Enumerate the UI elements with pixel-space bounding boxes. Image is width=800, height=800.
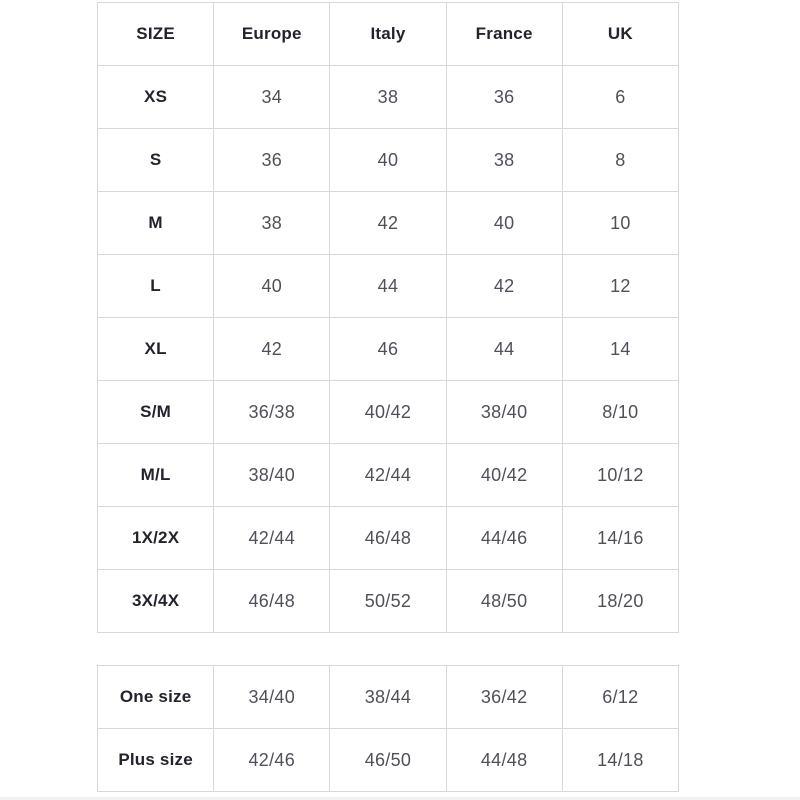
cell-europe: 46/48 [213,569,331,633]
cell-france: 38/40 [445,380,563,444]
cell-uk: 12 [561,254,680,318]
table-row: XS 34 38 36 6 [96,65,680,129]
cell-italy: 42/44 [329,443,447,507]
cell-france: 36/42 [445,665,563,729]
size-label: One size [96,665,215,729]
cell-uk: 6 [561,65,680,129]
table-row: S/M 36/38 40/42 38/40 8/10 [96,380,680,444]
table-row: M/L 38/40 42/44 40/42 10/12 [96,443,680,507]
size-label: S/M [96,380,215,444]
size-label: M/L [96,443,215,507]
size-label: XL [96,317,215,381]
column-header-europe: Europe [213,2,331,66]
cell-italy: 46/50 [329,728,447,792]
size-label: Plus size [96,728,215,792]
column-header-france: France [445,2,563,66]
size-label: 1X/2X [96,506,215,570]
cell-france: 44/48 [445,728,563,792]
column-header-uk: UK [561,2,680,66]
table-row: XL 42 46 44 14 [96,317,680,381]
cell-france: 40 [445,191,563,255]
cell-europe: 34/40 [213,665,331,729]
cell-france: 42 [445,254,563,318]
cell-europe: 42/44 [213,506,331,570]
cell-italy: 38 [329,65,447,129]
cell-uk: 14 [561,317,680,381]
cell-italy: 40 [329,128,447,192]
cell-france: 36 [445,65,563,129]
column-header-italy: Italy [329,2,447,66]
table-row: M 38 42 40 10 [96,191,680,255]
cell-uk: 14/16 [561,506,680,570]
special-size-table: One size 34/40 38/44 36/42 6/12 Plus siz… [96,665,680,792]
table-row: 1X/2X 42/44 46/48 44/46 14/16 [96,506,680,570]
cell-italy: 46 [329,317,447,381]
cell-italy: 42 [329,191,447,255]
cell-uk: 10/12 [561,443,680,507]
size-label: 3X/4X [96,569,215,633]
cell-uk: 18/20 [561,569,680,633]
column-header-size: SIZE [96,2,215,66]
table-row: One size 34/40 38/44 36/42 6/12 [96,665,680,729]
cell-europe: 42 [213,317,331,381]
cell-italy: 50/52 [329,569,447,633]
size-label: M [96,191,215,255]
cell-uk: 8/10 [561,380,680,444]
cell-europe: 38 [213,191,331,255]
size-conversion-table: SIZE Europe Italy France UK XS 34 38 36 … [96,2,680,633]
size-label: XS [96,65,215,129]
table-row: 3X/4X 46/48 50/52 48/50 18/20 [96,569,680,633]
cell-uk: 8 [561,128,680,192]
cell-france: 40/42 [445,443,563,507]
cell-france: 48/50 [445,569,563,633]
cell-france: 44 [445,317,563,381]
cell-italy: 38/44 [329,665,447,729]
size-label: S [96,128,215,192]
table-row: L 40 44 42 12 [96,254,680,318]
cell-italy: 46/48 [329,506,447,570]
cell-europe: 42/46 [213,728,331,792]
cell-france: 44/46 [445,506,563,570]
cell-europe: 34 [213,65,331,129]
table-row: S 36 40 38 8 [96,128,680,192]
cell-europe: 36 [213,128,331,192]
cell-italy: 44 [329,254,447,318]
header-row: SIZE Europe Italy France UK [96,2,680,66]
cell-france: 38 [445,128,563,192]
cell-europe: 36/38 [213,380,331,444]
cell-uk: 6/12 [561,665,680,729]
table-row: Plus size 42/46 46/50 44/48 14/18 [96,728,680,792]
cell-europe: 40 [213,254,331,318]
cell-uk: 14/18 [561,728,680,792]
size-label: L [96,254,215,318]
cell-italy: 40/42 [329,380,447,444]
cell-uk: 10 [561,191,680,255]
cell-europe: 38/40 [213,443,331,507]
page-bottom-edge [0,797,800,800]
